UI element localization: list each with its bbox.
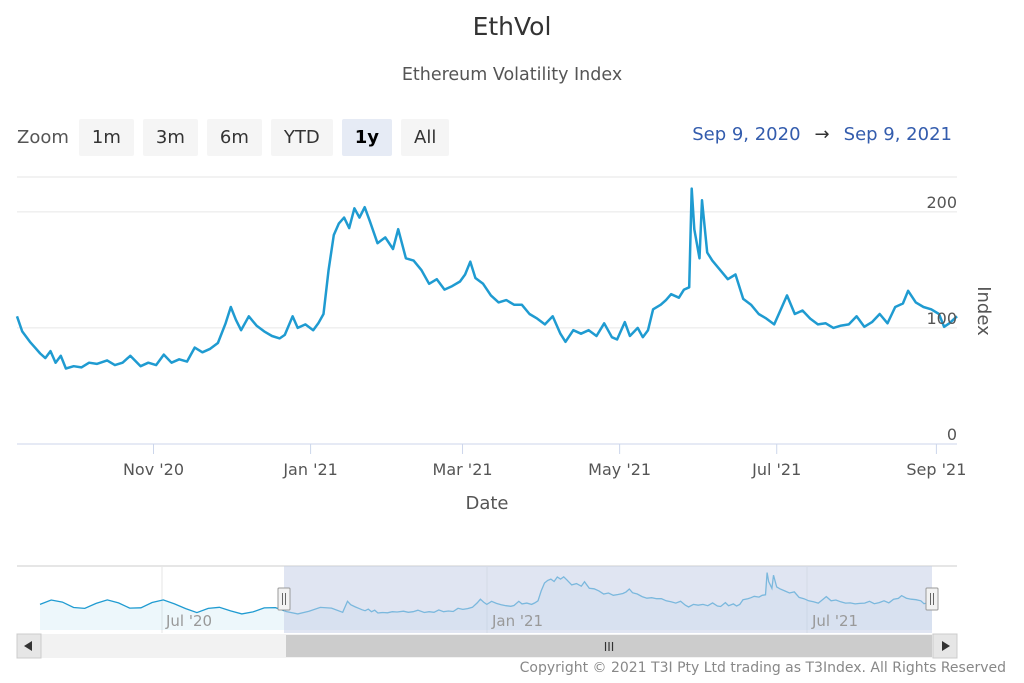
navigator-label-jan-21: Jan '21 (491, 612, 543, 630)
scrollbar-thumb[interactable] (286, 635, 932, 657)
range-from-input[interactable]: Sep 9, 2020 (692, 124, 801, 145)
zoom-all-button[interactable]: All (401, 118, 450, 156)
chart-subtitle: Ethereum Volatility Index (401, 65, 623, 85)
x-tick-label: Nov '20 (123, 460, 184, 479)
range-arrow-icon: → (814, 124, 830, 145)
navigator-label-jul-21: Jul '21 (811, 612, 858, 630)
arrow-left-icon (24, 641, 32, 651)
zoom-3m-button[interactable]: 3m (142, 118, 198, 156)
series-line-ethvol (15, 187, 958, 370)
axis-labels: 0 100 200 Nov '20 Jan '21 Mar '21 May '21 Jul '… (123, 193, 966, 479)
series-layer (15, 187, 958, 370)
x-tick-label: Jan '21 (282, 460, 338, 479)
arrow-right-icon (942, 641, 950, 651)
y-tick-label: 200 (926, 193, 957, 212)
scrollbar-grip-icon: III (604, 640, 615, 654)
y-tick-label: 0 (947, 425, 957, 444)
grid-lines (17, 176, 957, 445)
navigator-selected-range[interactable] (284, 566, 932, 633)
date-range-display: Sep 9, 2020 → Sep 9, 2021 (692, 124, 952, 145)
x-tick-label: Jul '21 (751, 460, 801, 479)
x-tick-label: May '21 (588, 460, 651, 479)
scrollbar[interactable]: III (16, 633, 958, 659)
chart-title: EthVol (472, 12, 552, 41)
y-tick-label: 100 (926, 309, 957, 328)
navigator-label-jul-20: Jul '20 (165, 612, 212, 630)
x-axis (152, 444, 937, 454)
y-axis-title: Index (973, 286, 994, 336)
zoom-ytd-button[interactable]: YTD (270, 118, 333, 156)
zoom-label: Zoom (17, 126, 69, 148)
navigator[interactable]: Jul '20 Jan '21 Jul '21 (17, 565, 957, 633)
navigator-handle-right[interactable] (925, 587, 939, 611)
zoom-1y-button[interactable]: 1y (341, 118, 393, 156)
x-tick-label: Sep '21 (906, 460, 966, 479)
x-tick-label: Mar '21 (433, 460, 493, 479)
x-axis-title: Date (465, 493, 508, 514)
zoom-1m-button[interactable]: 1m (78, 118, 134, 156)
zoom-6m-button[interactable]: 6m (206, 118, 262, 156)
range-to-input[interactable]: Sep 9, 2021 (843, 124, 952, 145)
zoom-bar: Zoom 1m 3m 6m YTD 1y All (17, 118, 458, 156)
navigator-handle-left[interactable] (277, 587, 291, 611)
copyright-notice: Copyright © 2021 T3I Pty Ltd trading as … (519, 660, 1006, 676)
